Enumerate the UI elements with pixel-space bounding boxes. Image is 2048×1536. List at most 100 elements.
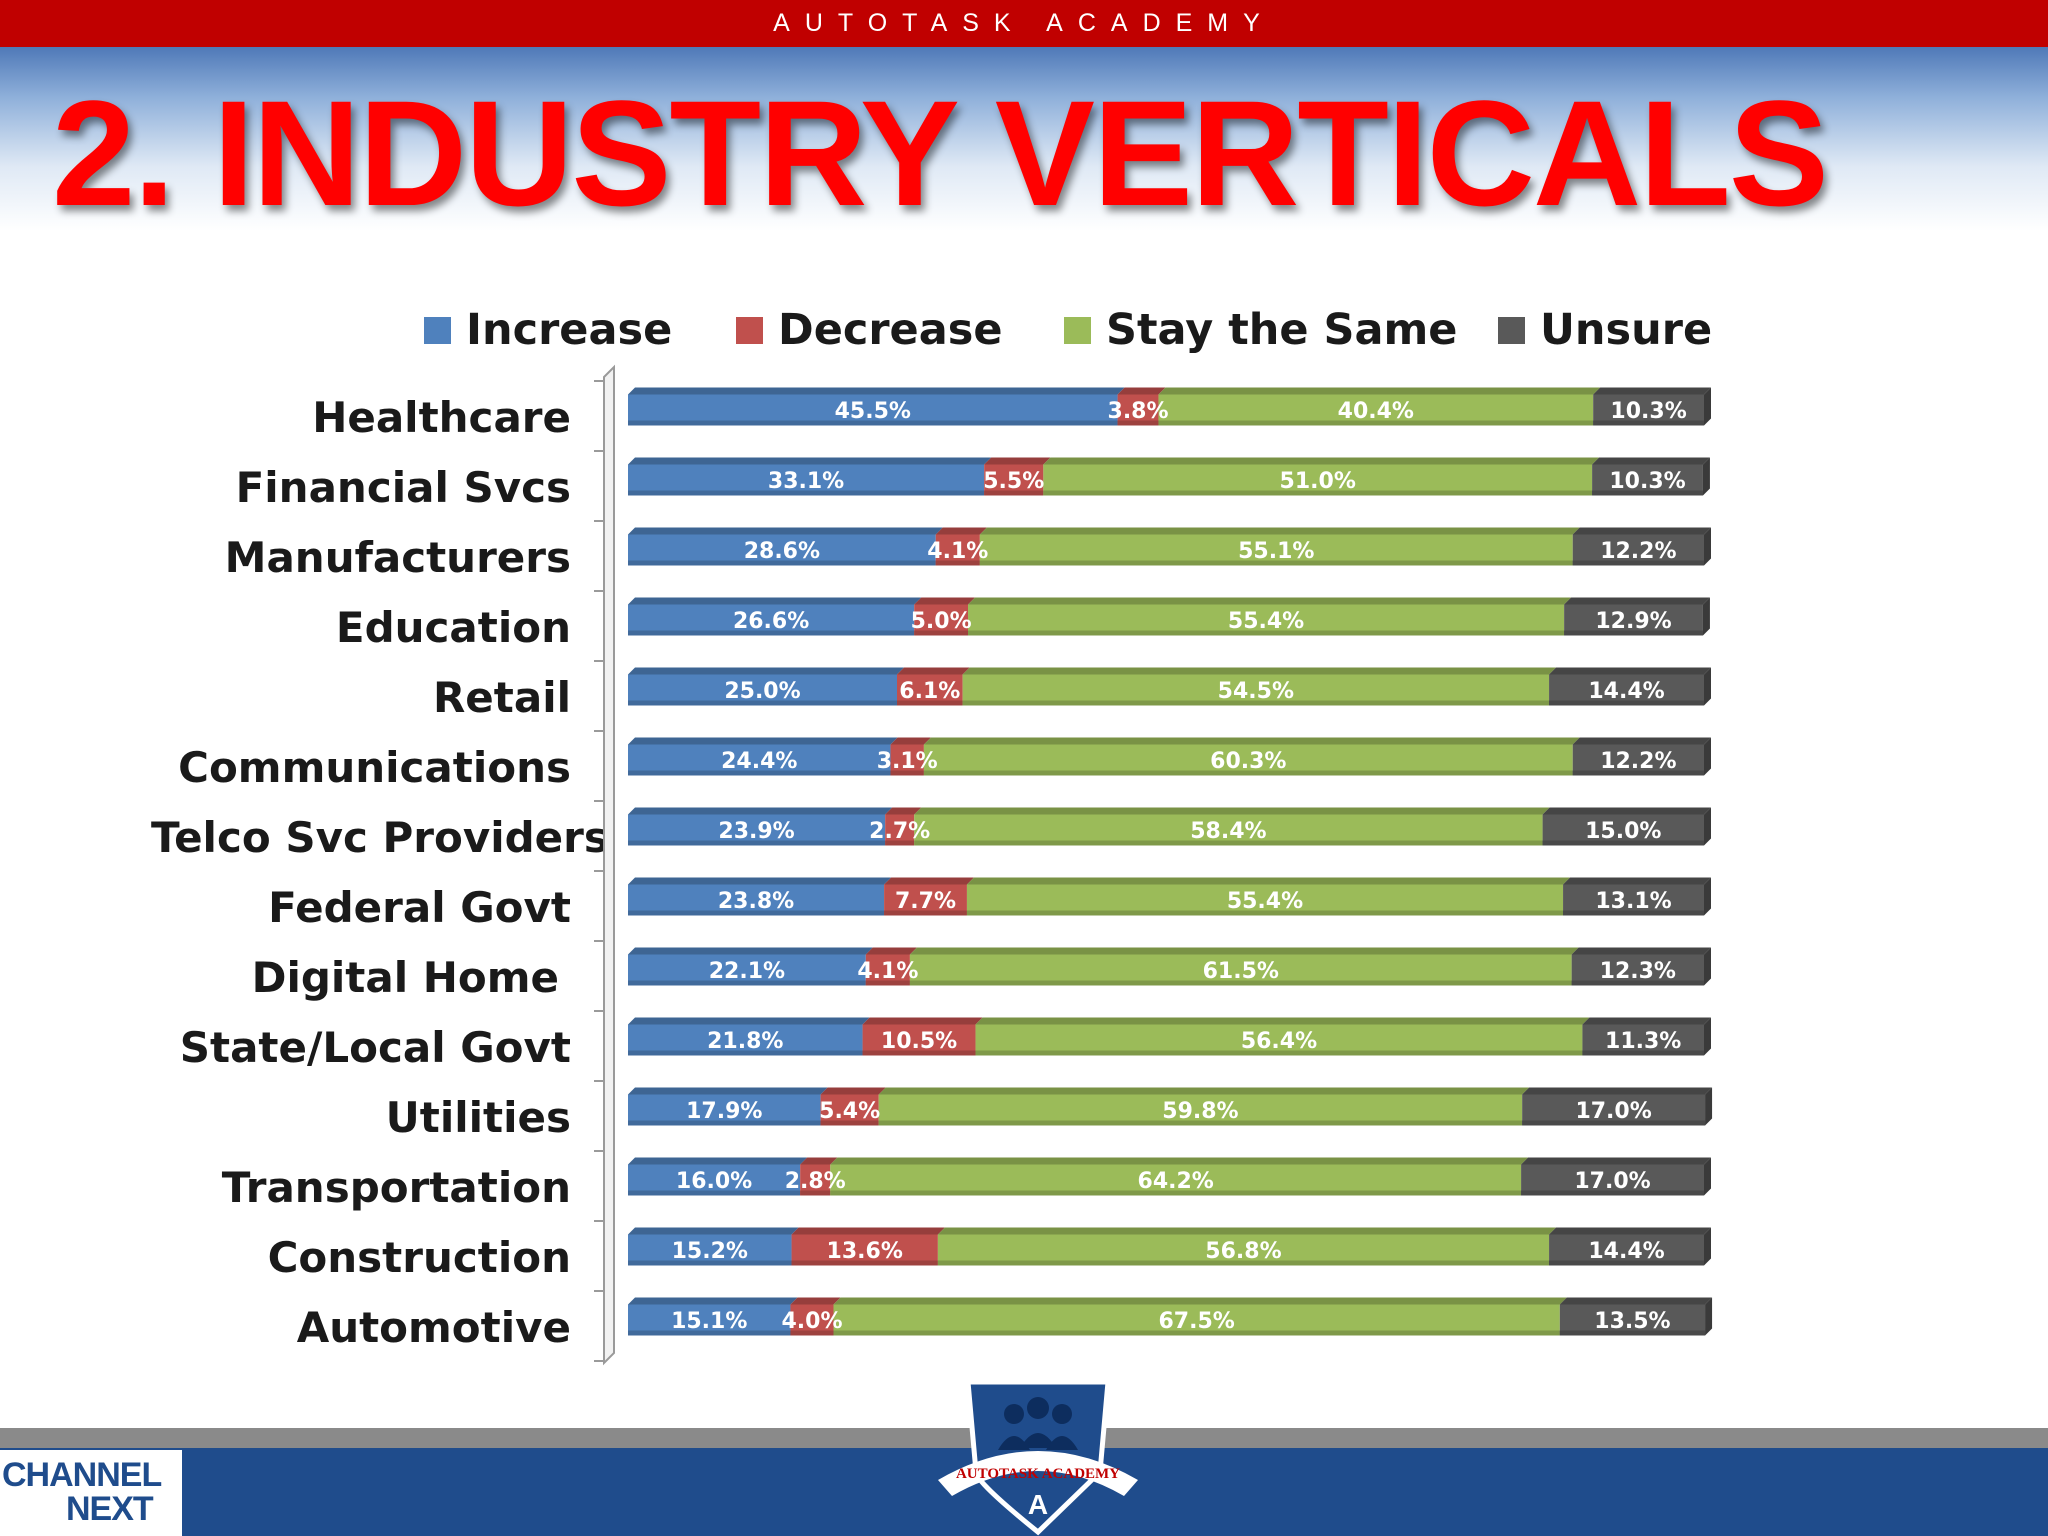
bar-communications-unsure bbox=[1572, 744, 1704, 776]
legend-swatch-unsure bbox=[1498, 317, 1525, 344]
bar-construction-decrease-top bbox=[791, 1227, 945, 1235]
data-label-healthcare-decrease: 3.8% bbox=[1108, 399, 1169, 424]
bar-retail-stay-the-same-top bbox=[962, 667, 1557, 675]
bar-manufacturers-decrease bbox=[935, 534, 980, 566]
bar-federal-govt-unsure-shade bbox=[1563, 910, 1704, 916]
bar-education-decrease-top bbox=[914, 597, 976, 605]
data-label-construction-unsure: 14.4% bbox=[1588, 1239, 1664, 1264]
data-label-telco-svc-providers-unsure: 15.0% bbox=[1585, 819, 1661, 844]
bar-construction-stay-the-same-top bbox=[937, 1227, 1557, 1235]
data-label-retail-decrease: 6.1% bbox=[899, 679, 960, 704]
data-label-healthcare-increase: 45.5% bbox=[835, 399, 911, 424]
bar-digital-home-unsure bbox=[1571, 954, 1704, 986]
bar-telco-svc-providers-increase bbox=[628, 814, 886, 846]
category-label-telco-svc-providers: Telco Svc Providers bbox=[151, 813, 609, 862]
legend-label-unsure: Unsure bbox=[1540, 305, 1713, 355]
bar-transportation-increase bbox=[628, 1164, 801, 1196]
bar-education-stay-the-same-shade bbox=[968, 630, 1565, 636]
bar-federal-govt-decrease-shade bbox=[884, 910, 967, 916]
bar-state-local-govt-decrease-top bbox=[862, 1017, 983, 1025]
bar-healthcare-unsure bbox=[1593, 394, 1704, 426]
data-label-financial-svcs-decrease: 5.5% bbox=[983, 469, 1044, 494]
bar-manufacturers-decrease-top bbox=[935, 527, 987, 535]
bar-utilities-decrease-shade bbox=[820, 1120, 879, 1126]
bar-manufacturers-increase-top bbox=[628, 527, 943, 535]
bar-automotive-increase bbox=[628, 1304, 791, 1336]
bar-digital-home-decrease-shade bbox=[865, 980, 910, 986]
bar-federal-govt-unsure-top bbox=[1563, 877, 1711, 885]
bar-state-local-govt-increase-top bbox=[628, 1017, 870, 1025]
data-label-digital-home-stay-the-same: 61.5% bbox=[1203, 959, 1279, 984]
bar-education-unsure-top bbox=[1564, 597, 1710, 605]
category-label-automotive: Automotive bbox=[296, 1303, 571, 1352]
data-label-utilities-decrease: 5.4% bbox=[819, 1099, 880, 1124]
data-label-automotive-unsure: 13.5% bbox=[1594, 1309, 1670, 1334]
bar-automotive-increase-shade bbox=[628, 1330, 791, 1336]
data-label-utilities-unsure: 17.0% bbox=[1575, 1099, 1651, 1124]
bar-transportation-end-cap bbox=[1704, 1157, 1711, 1196]
bar-healthcare-unsure-top bbox=[1593, 387, 1711, 395]
category-label-state-local-govt: State/Local Govt bbox=[179, 1023, 571, 1072]
bar-communications-end-cap bbox=[1704, 737, 1711, 776]
bar-healthcare-decrease bbox=[1117, 394, 1159, 426]
bar-state-local-govt-increase-shade bbox=[628, 1050, 863, 1056]
data-label-communications-stay-the-same: 60.3% bbox=[1210, 749, 1286, 774]
bar-utilities-end-cap bbox=[1705, 1087, 1713, 1126]
bar-retail-end-cap bbox=[1704, 667, 1711, 706]
bar-transportation-decrease-shade bbox=[800, 1190, 831, 1196]
category-label-utilities: Utilities bbox=[385, 1093, 571, 1142]
bar-automotive-unsure-top bbox=[1559, 1297, 1713, 1305]
bar-retail-unsure-top bbox=[1549, 667, 1711, 675]
bar-utilities-increase bbox=[628, 1094, 821, 1126]
bar-education-unsure-shade bbox=[1564, 630, 1703, 636]
bar-communications-stay-the-same-shade bbox=[923, 770, 1573, 776]
bar-telco-svc-providers-unsure bbox=[1542, 814, 1704, 846]
bar-construction-unsure-shade bbox=[1549, 1260, 1704, 1266]
bar-retail-decrease-top bbox=[897, 667, 970, 675]
category-label-federal-govt: Federal Govt bbox=[268, 883, 571, 932]
data-label-manufacturers-stay-the-same: 55.1% bbox=[1238, 539, 1314, 564]
bar-education-stay-the-same bbox=[968, 604, 1565, 636]
bar-automotive-unsure bbox=[1559, 1304, 1706, 1336]
data-label-automotive-decrease: 4.0% bbox=[781, 1309, 842, 1334]
bar-education-increase bbox=[628, 604, 915, 636]
data-label-transportation-stay-the-same: 64.2% bbox=[1138, 1169, 1214, 1194]
channel-next-logo: CHANNEL NEXT bbox=[0, 1450, 182, 1536]
bar-healthcare-stay-the-same bbox=[1158, 394, 1594, 426]
bar-financial-svcs-stay-the-same-shade bbox=[1043, 490, 1593, 496]
bar-utilities-unsure-top bbox=[1522, 1087, 1713, 1095]
bar-telco-svc-providers-decrease-top bbox=[885, 807, 922, 815]
bar-digital-home-increase bbox=[628, 954, 866, 986]
category-label-financial-svcs: Financial Svcs bbox=[235, 463, 571, 512]
data-label-telco-svc-providers-stay-the-same: 58.4% bbox=[1190, 819, 1266, 844]
bar-financial-svcs-unsure-shade bbox=[1592, 490, 1703, 496]
bar-utilities-stay-the-same-shade bbox=[878, 1120, 1523, 1126]
legend-label-decrease: Decrease bbox=[778, 305, 1003, 355]
bar-telco-svc-providers-stay-the-same bbox=[914, 814, 1543, 846]
bar-federal-govt-end-cap bbox=[1704, 877, 1711, 916]
bar-retail-increase-shade bbox=[628, 700, 897, 706]
bar-financial-svcs-decrease-top bbox=[984, 457, 1051, 465]
bar-automotive-decrease bbox=[790, 1304, 834, 1336]
bar-state-local-govt-unsure-top bbox=[1582, 1017, 1711, 1025]
bar-transportation-unsure bbox=[1521, 1164, 1704, 1196]
bar-financial-svcs-increase bbox=[628, 464, 985, 496]
bar-federal-govt-decrease bbox=[884, 884, 967, 916]
data-label-utilities-stay-the-same: 59.8% bbox=[1162, 1099, 1238, 1124]
bar-retail-decrease bbox=[897, 674, 963, 706]
data-label-federal-govt-decrease: 7.7% bbox=[895, 889, 956, 914]
bar-telco-svc-providers-stay-the-same-shade bbox=[914, 840, 1543, 846]
bar-federal-govt-increase-shade bbox=[628, 910, 885, 916]
bar-retail-stay-the-same-shade bbox=[962, 700, 1550, 706]
data-label-construction-increase: 15.2% bbox=[672, 1239, 748, 1264]
bar-retail-stay-the-same bbox=[962, 674, 1550, 706]
data-label-education-increase: 26.6% bbox=[733, 609, 809, 634]
bar-communications-decrease bbox=[890, 744, 924, 776]
bar-financial-svcs-decrease-shade bbox=[984, 490, 1044, 496]
data-label-utilities-increase: 17.9% bbox=[686, 1099, 762, 1124]
bar-transportation-decrease bbox=[800, 1164, 831, 1196]
bar-education-increase-shade bbox=[628, 630, 915, 636]
data-label-state-local-govt-unsure: 11.3% bbox=[1605, 1029, 1681, 1054]
bar-education-decrease bbox=[914, 604, 969, 636]
data-label-federal-govt-increase: 23.8% bbox=[718, 889, 794, 914]
